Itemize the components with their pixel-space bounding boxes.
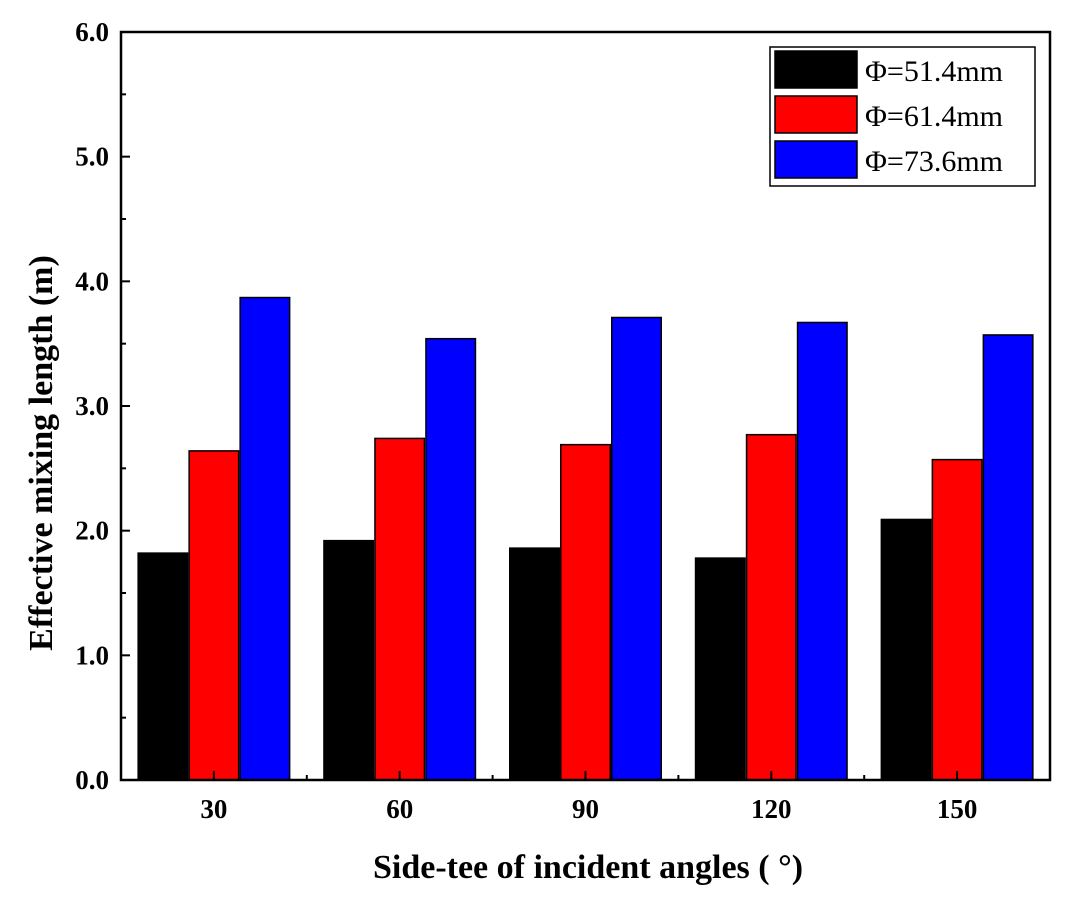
bar-51-4mm-150 — [880, 518, 932, 781]
x-tick-label: 150 — [937, 794, 978, 824]
bar-61-4mm-120 — [745, 433, 797, 781]
bar-51-4mm-30 — [137, 552, 189, 781]
bar-73-6mm-90 — [611, 316, 662, 781]
legend-label: Φ=51.4mm — [865, 55, 1003, 88]
x-axis: 30 60 90 120 150 — [200, 771, 977, 824]
x-axis-title: Side-tee of incident angles ( °) — [373, 849, 803, 886]
y-axis: 0.0 1.0 2.0 3.0 4.0 5.0 6.0 — [75, 17, 130, 795]
bar-73-6mm-30 — [239, 296, 291, 781]
bar-51-4mm-120 — [694, 557, 746, 781]
x-tick-label: 30 — [200, 794, 227, 824]
y-axis-title: Effective mixing length (m) — [23, 255, 60, 651]
bar-73-6mm-150 — [982, 334, 1034, 781]
x-tick-label: 60 — [386, 794, 413, 824]
y-tick-label: 3.0 — [75, 391, 109, 421]
y-tick-label: 2.0 — [75, 516, 109, 546]
bar-51-4mm-60 — [323, 539, 375, 781]
y-tick-label: 6.0 — [75, 17, 109, 47]
bar-61-4mm-90 — [560, 443, 611, 781]
y-tick-label: 5.0 — [75, 142, 109, 172]
y-tick-label: 0.0 — [75, 765, 109, 795]
legend-swatch — [774, 95, 858, 134]
legend: Φ=51.4mm Φ=61.4mm Φ=73.6mm — [769, 46, 1036, 187]
x-tick-label: 120 — [751, 794, 792, 824]
bar-73-6mm-120 — [796, 321, 848, 781]
y-tick-label: 1.0 — [75, 640, 109, 670]
x-tick-label: 90 — [572, 794, 599, 824]
bar-73-6mm-60 — [425, 337, 477, 781]
bars-layer — [137, 296, 1034, 781]
legend-label: Φ=73.6mm — [865, 145, 1003, 178]
legend-swatch — [774, 50, 858, 89]
bar-51-4mm-90 — [509, 547, 560, 781]
legend-label: Φ=61.4mm — [865, 100, 1003, 133]
y-tick-label: 4.0 — [75, 266, 109, 296]
bar-61-4mm-60 — [374, 437, 426, 781]
legend-swatch — [774, 140, 858, 179]
bar-61-4mm-30 — [188, 450, 240, 781]
bar-61-4mm-150 — [931, 458, 983, 781]
